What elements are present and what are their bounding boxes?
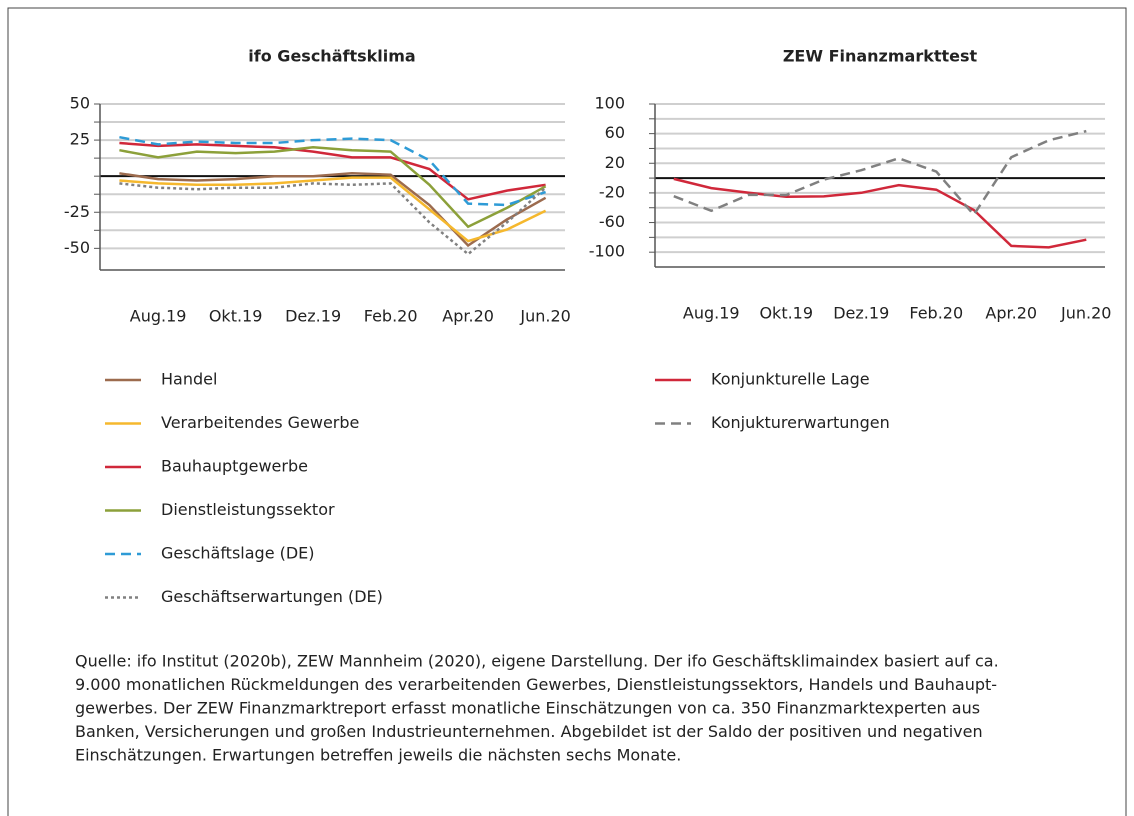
series-line [119, 141, 546, 201]
legend-label: Verarbeitendes Gewerbe [161, 413, 359, 432]
series-line [673, 177, 1087, 249]
y-tick-label: -25 [64, 202, 90, 221]
legend-label: Geschäftserwartungen (DE) [161, 587, 383, 606]
x-tick-label: Feb.20 [909, 304, 963, 323]
y-tick-label: -100 [589, 242, 625, 261]
x-tick-label: Apr.20 [985, 304, 1037, 323]
series-line [119, 172, 547, 248]
x-tick-label: Aug.19 [130, 307, 187, 326]
series-line [119, 182, 547, 256]
footnote: gewerbes. Der ZEW Finanzmarktreport erfa… [75, 699, 980, 718]
series-line [119, 135, 546, 207]
legend-label: Geschäftslage (DE) [161, 544, 315, 563]
footnote: Einschätzungen. Erwartungen betreffen je… [75, 746, 681, 765]
chart-title: ZEW Finanzmarkttest [783, 47, 978, 66]
x-tick-label: Okt.19 [209, 307, 263, 326]
frame [7, 7, 1127, 816]
y-tick-label: 60 [605, 123, 625, 142]
x-tick-label: Feb.20 [364, 307, 418, 326]
x-tick-label: Apr.20 [442, 307, 494, 326]
legend-label: Konjukturerwartungen [711, 413, 890, 432]
series-line [119, 146, 547, 229]
legend-label: Dienstleistungssektor [161, 500, 335, 519]
legend-label: Handel [161, 370, 217, 389]
y-tick-label: 25 [70, 130, 90, 149]
series-line [119, 176, 547, 243]
x-tick-label: Jun.20 [1060, 304, 1111, 323]
y-tick-label: 20 [605, 153, 625, 172]
legend-label: Konjunkturelle Lage [711, 370, 870, 389]
x-tick-label: Dez.19 [833, 304, 889, 323]
footnote: Banken, Versicherungen und großen Indust… [75, 722, 983, 741]
footnote: Quelle: ifo Institut (2020b), ZEW Mannhe… [75, 652, 999, 671]
chart-title: ifo Geschäftsklima [248, 47, 415, 66]
series-line [673, 129, 1087, 217]
y-tick-label: 100 [594, 94, 625, 113]
y-tick-label: -20 [599, 182, 625, 201]
y-tick-label: -60 [599, 212, 625, 231]
x-tick-label: Dez.19 [285, 307, 341, 326]
x-tick-label: Jun.20 [519, 307, 570, 326]
x-tick-label: Okt.19 [759, 304, 813, 323]
y-tick-label: 50 [70, 94, 90, 113]
footnote: 9.000 monatlichen Rückmeldungen des vera… [75, 675, 997, 694]
y-tick-label: -50 [64, 238, 90, 257]
x-tick-label: Aug.19 [683, 304, 740, 323]
legend-label: Bauhauptgewerbe [161, 457, 308, 476]
